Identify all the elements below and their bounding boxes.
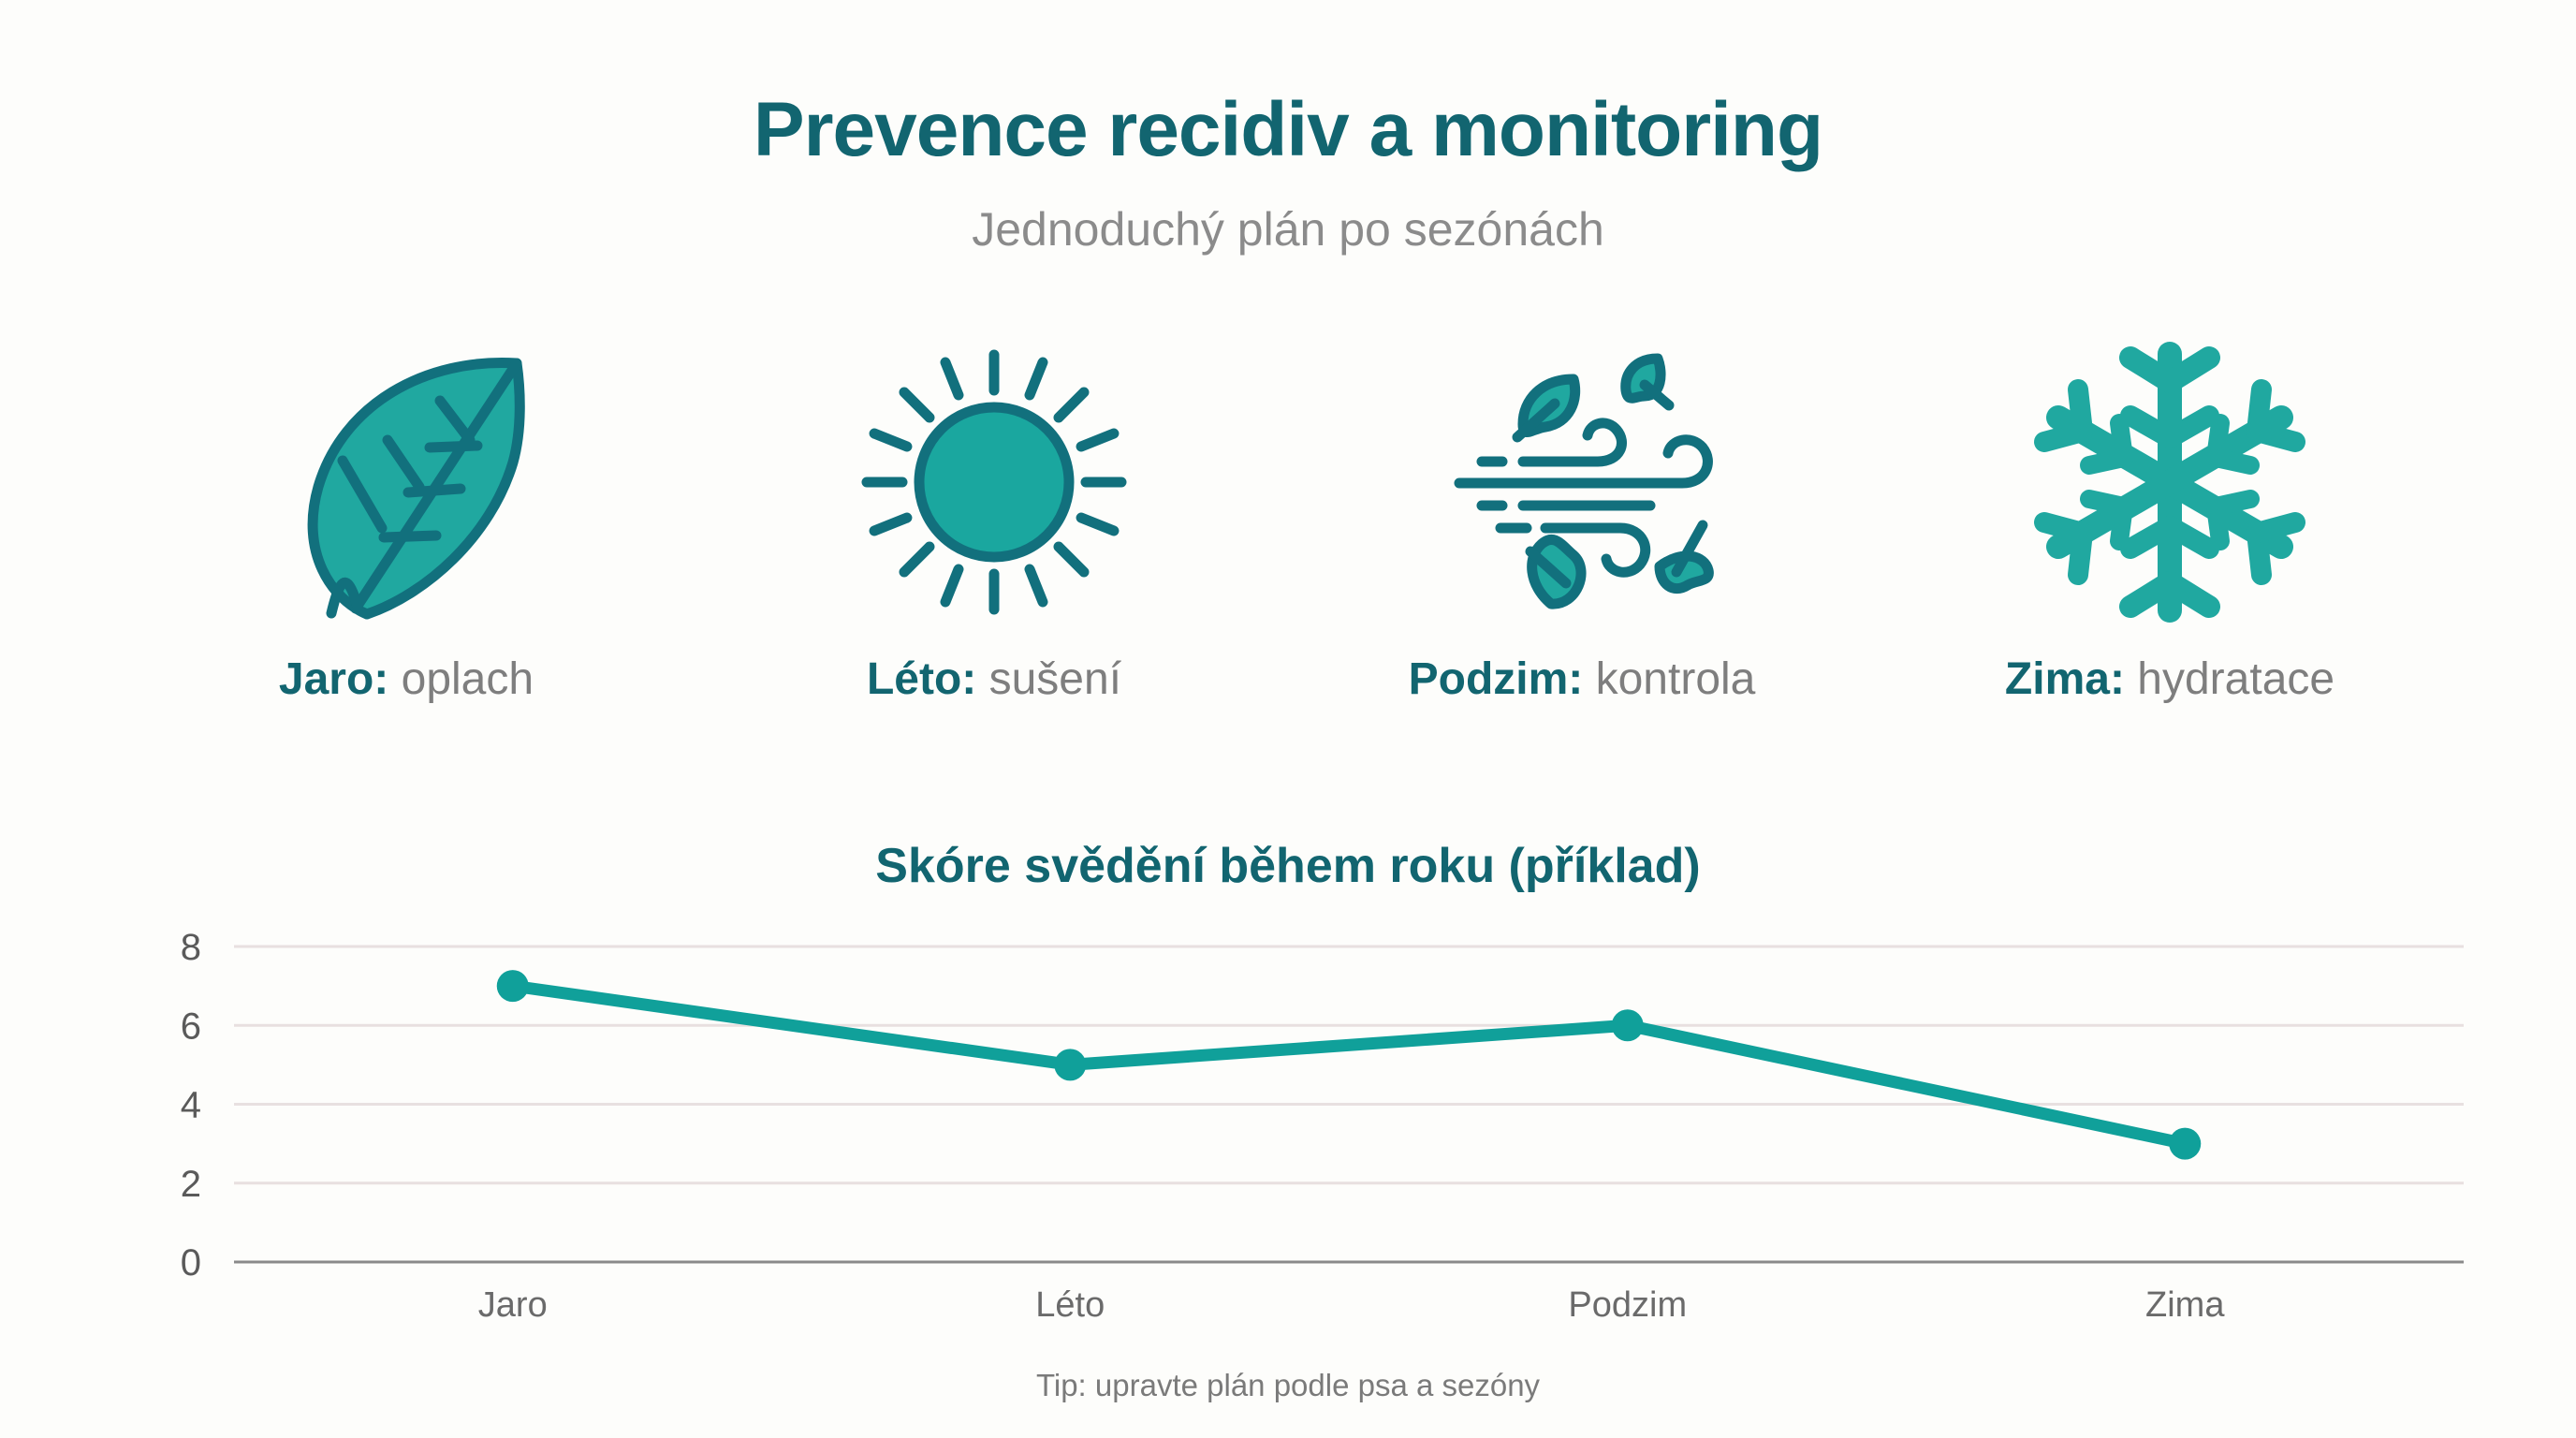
chart-gridlines (234, 945, 2464, 1185)
leaf-icon (252, 328, 561, 637)
season-label-leto: Léto: sušení (867, 653, 1121, 705)
season-item-podzim[interactable]: Podzim: kontrola (1288, 328, 1876, 768)
y-tick-label: 6 (181, 1005, 201, 1047)
data-point[interactable] (1054, 1049, 1087, 1081)
page-title: Prevence recidiv a monitoring (753, 87, 1823, 172)
snowflake-icon (2015, 328, 2324, 637)
season-list: Jaro: oplach (112, 328, 2464, 768)
season-label-jaro: Jaro: oplach (279, 653, 534, 705)
data-point[interactable] (1611, 1009, 1644, 1042)
x-tick-label: Podzim (1568, 1285, 1687, 1325)
x-tick-label: Jaro (478, 1285, 548, 1325)
y-tick-label: 8 (181, 927, 201, 968)
page-subtitle: Jednoduchý plán po sezónách (972, 203, 1604, 256)
season-label-podzim: Podzim: kontrola (1409, 653, 1756, 705)
y-tick-label: 2 (181, 1164, 201, 1205)
chart-x-tick-labels: Jaro Léto Podzim Zima (478, 1285, 2226, 1325)
wind-leaves-icon (1427, 328, 1736, 637)
season-label-zima: Zima: hydratace (2005, 653, 2334, 705)
y-tick-label: 0 (181, 1242, 201, 1284)
chart-title: Skóre svědění během roku (příklad) (875, 839, 1701, 893)
y-tick-label: 4 (181, 1085, 201, 1126)
season-item-leto[interactable]: Léto: sušení (700, 328, 1288, 768)
tip-text: Tip: upravte plán podle psa a sezóny (1035, 1368, 1541, 1402)
season-action: oplach (401, 654, 534, 704)
season-action: hydratace (2137, 654, 2335, 704)
chart-data-markers (496, 970, 2202, 1160)
chart-canvas: 0 2 4 6 8 Jaro Léto Podzim Zima (181, 927, 2464, 1325)
season-name: Podzim: (1408, 654, 1584, 704)
sun-icon (840, 328, 1149, 637)
x-tick-label: Zima (2145, 1285, 2225, 1325)
chart-y-tick-labels: 0 2 4 6 8 (181, 927, 201, 1284)
x-tick-label: Léto (1035, 1285, 1105, 1325)
season-name: Léto: (866, 654, 977, 704)
data-point[interactable] (2169, 1127, 2202, 1160)
season-action: kontrola (1595, 654, 1756, 704)
season-item-jaro[interactable]: Jaro: oplach (112, 328, 700, 768)
chart-data-line (506, 979, 2191, 1151)
season-name: Zima: (2004, 654, 2125, 704)
season-name: Jaro: (278, 654, 389, 704)
line-chart: 0 2 4 6 8 Jaro Léto Podzim Zima (0, 913, 2576, 1325)
season-item-zima[interactable]: Zima: hydratace (1876, 328, 2464, 768)
data-point[interactable] (496, 970, 529, 1003)
season-action: sušení (988, 654, 1122, 704)
